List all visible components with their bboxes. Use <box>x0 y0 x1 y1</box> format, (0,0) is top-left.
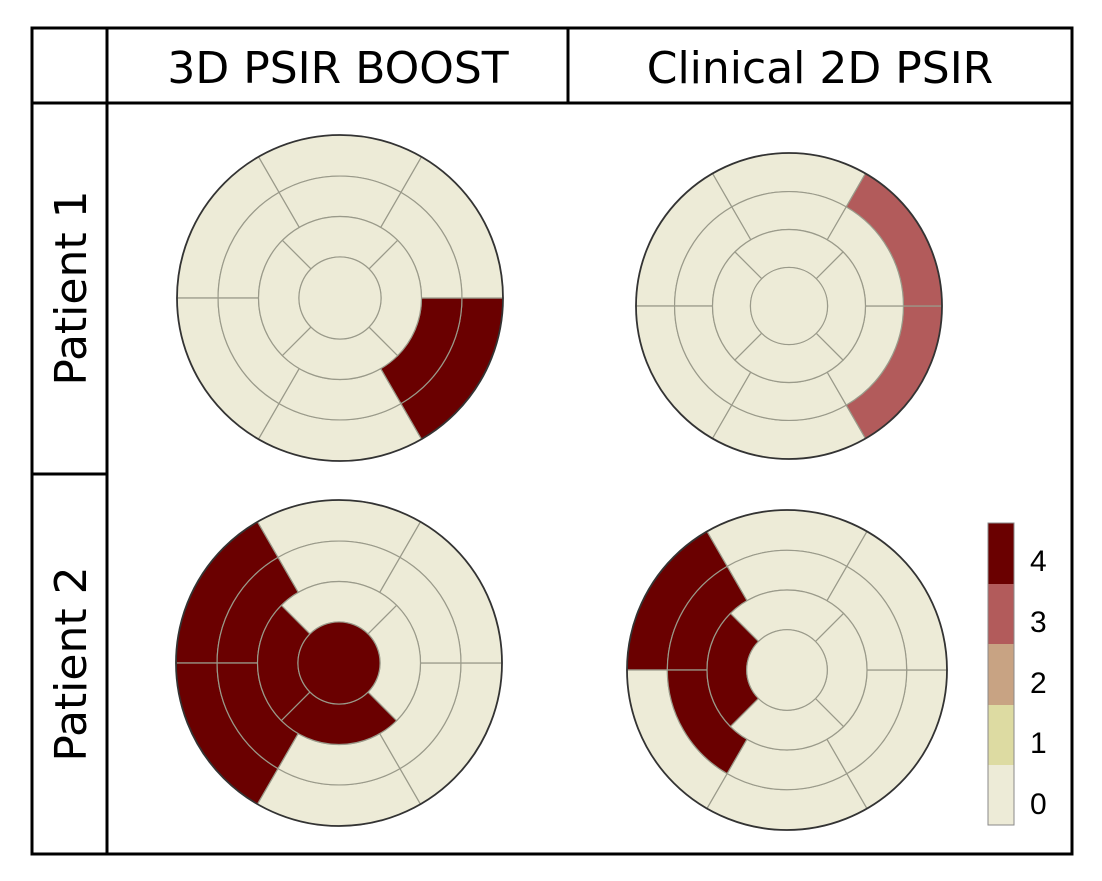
legend-label-2: 2 <box>1030 667 1047 700</box>
bullseye-outline <box>635 152 943 460</box>
bullseye-patient1-clinical-2d-psir <box>635 152 943 460</box>
apex-segment <box>749 266 829 346</box>
legend-label-0: 0 <box>1030 788 1047 821</box>
legend-label-1: 1 <box>1030 727 1047 760</box>
bullseye-patient2-3d-psir-boost <box>175 499 503 827</box>
legend-border <box>987 522 1015 826</box>
legend-label-4: 4 <box>1030 545 1047 578</box>
bullseye-patient1-3d-psir-boost <box>176 134 504 462</box>
apex-segment <box>298 256 382 340</box>
col-header-clinical-2d-psir: Clinical 2D PSIR <box>647 43 994 94</box>
color-legend: 4 3 2 1 0 <box>987 522 1047 826</box>
apex-segment <box>746 629 828 711</box>
bullseye-outline <box>175 499 503 827</box>
legend-swatch-3 <box>988 584 1014 644</box>
row-label-patient-1: Patient 1 <box>46 190 97 385</box>
legend-swatch-4 <box>988 523 1014 584</box>
row-label-patient-2: Patient 2 <box>46 566 97 761</box>
col-header-3d-psir-boost: 3D PSIR BOOST <box>167 43 508 94</box>
legend-swatch-1 <box>988 705 1014 765</box>
legend-label-3: 3 <box>1030 606 1047 639</box>
apex-segment <box>297 621 381 705</box>
bullseye-outline <box>176 134 504 462</box>
bullseye-outline <box>626 509 948 831</box>
bullseye-patient2-clinical-2d-psir <box>626 509 948 831</box>
legend-swatch-2 <box>988 644 1014 705</box>
table-grid <box>30 26 1074 856</box>
legend-swatch-0 <box>988 765 1014 825</box>
